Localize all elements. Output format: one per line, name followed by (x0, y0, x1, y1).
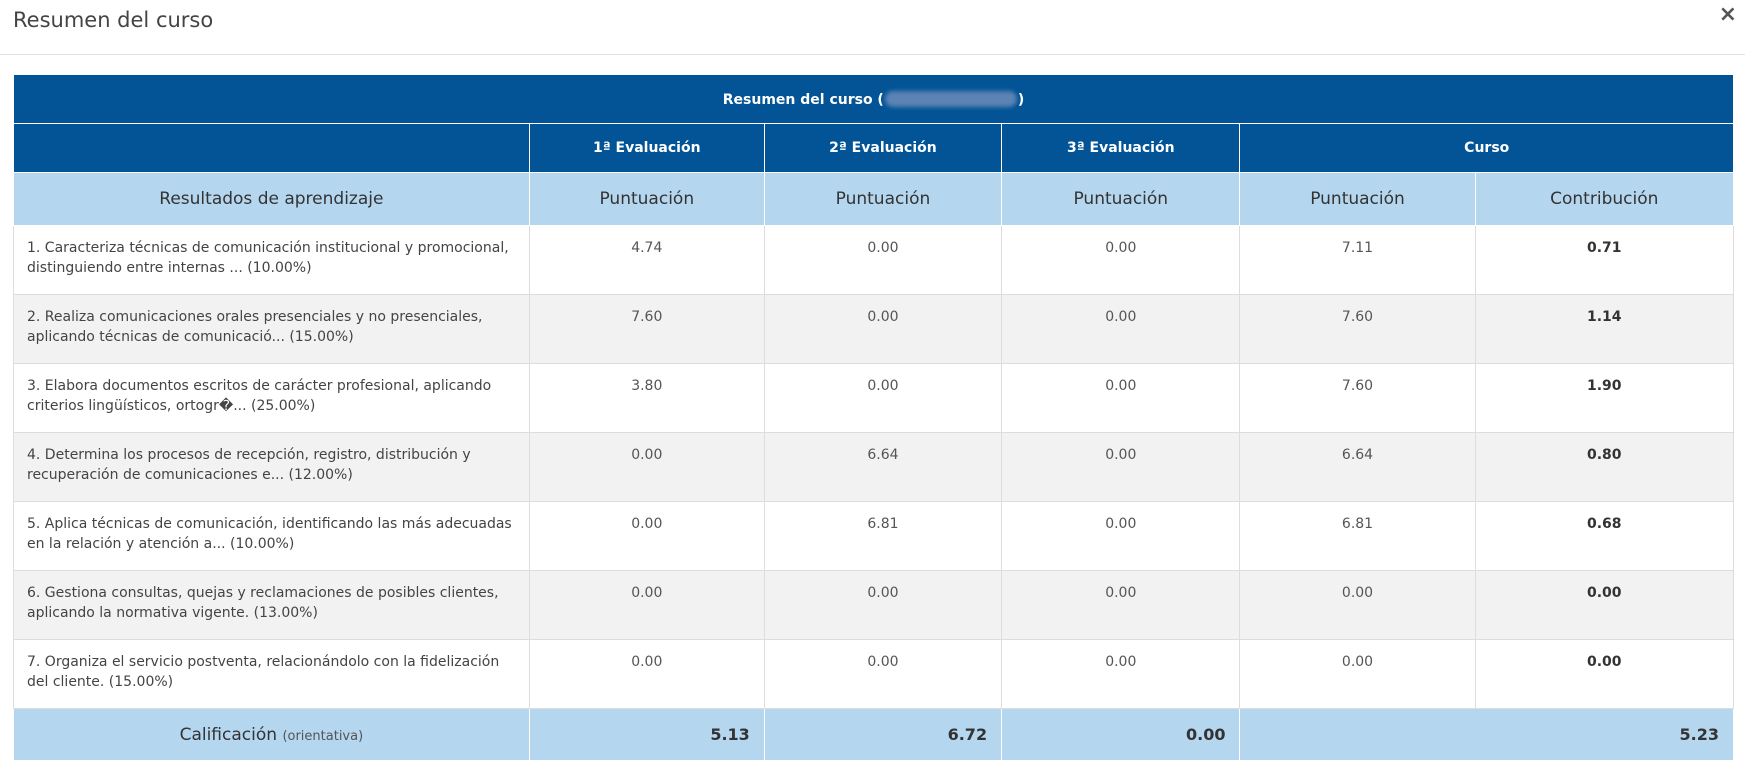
contribution-cell: 1.90 (1474, 363, 1735, 433)
contribution-cell: 0.00 (1474, 639, 1735, 709)
score-eval-1-cell: 0.00 (528, 570, 765, 640)
group-header-eval-1: 1ª Evaluación (528, 123, 765, 173)
score-eval-3-cell: 0.00 (1001, 225, 1241, 295)
grade-eval-1: 5.13 (528, 708, 765, 761)
contribution-cell: 0.00 (1474, 570, 1735, 640)
score-eval-2-cell: 6.81 (763, 501, 1003, 571)
score-course-cell: 7.60 (1239, 363, 1476, 433)
contribution-cell: 0.71 (1474, 225, 1735, 295)
grade-eval-2: 6.72 (763, 708, 1003, 761)
table-row: 4. Determina los procesos de recepción, … (13, 432, 1735, 502)
score-eval-2-cell: 0.00 (763, 639, 1003, 709)
close-icon[interactable]: × (1718, 2, 1737, 27)
contribution-cell: 0.68 (1474, 501, 1735, 571)
score-eval-3-cell: 0.00 (1001, 363, 1241, 433)
table-row: 3. Elabora documentos escritos de caráct… (13, 363, 1735, 433)
column-header-score-eval-3: Puntuación (1001, 172, 1241, 226)
modal-title: Resumen del curso (13, 8, 214, 32)
column-header-contribution: Contribución (1474, 172, 1735, 226)
contribution-cell: 0.80 (1474, 432, 1735, 502)
outcome-cell: 1. Caracteriza técnicas de comunicación … (13, 225, 530, 295)
score-eval-1-cell: 0.00 (528, 501, 765, 571)
score-course-cell: 6.81 (1239, 501, 1476, 571)
table-row: 6. Gestiona consultas, quejas y reclamac… (13, 570, 1735, 640)
column-header-score-eval-1: Puntuación (528, 172, 765, 226)
banner-suffix: ) (1017, 91, 1025, 108)
score-course-cell: 7.11 (1239, 225, 1476, 295)
outcome-cell: 4. Determina los procesos de recepción, … (13, 432, 530, 502)
group-header-eval-3: 3ª Evaluación (1001, 123, 1241, 173)
table-row: 2. Realiza comunicaciones orales presenc… (13, 294, 1735, 364)
score-course-cell: 0.00 (1239, 639, 1476, 709)
outcome-cell: 6. Gestiona consultas, quejas y reclamac… (13, 570, 530, 640)
group-header-empty (13, 123, 530, 173)
score-eval-3-cell: 0.00 (1001, 570, 1241, 640)
score-eval-2-cell: 0.00 (763, 225, 1003, 295)
score-course-cell: 6.64 (1239, 432, 1476, 502)
score-eval-1-cell: 0.00 (528, 639, 765, 709)
score-eval-2-cell: 0.00 (763, 570, 1003, 640)
modal-header: Resumen del curso × (0, 0, 1745, 55)
outcome-cell: 5. Aplica técnicas de comunicación, iden… (13, 501, 530, 571)
score-eval-3-cell: 0.00 (1001, 501, 1241, 571)
redacted-student-name (884, 90, 1017, 107)
column-header-score-eval-2: Puntuación (763, 172, 1003, 226)
group-header-course: Curso (1239, 123, 1734, 173)
score-eval-1-cell: 0.00 (528, 432, 765, 502)
score-eval-1-cell: 7.60 (528, 294, 765, 364)
score-course-cell: 7.60 (1239, 294, 1476, 364)
group-header-eval-2: 2ª Evaluación (763, 123, 1003, 173)
score-course-cell: 0.00 (1239, 570, 1476, 640)
score-eval-3-cell: 0.00 (1001, 294, 1241, 364)
course-summary-table: Resumen del curso () 1ª Evaluación 2ª Ev… (13, 74, 1735, 761)
score-eval-2-cell: 0.00 (763, 294, 1003, 364)
grade-label-cell: Calificación (orientativa) (13, 708, 530, 761)
grade-course: 5.23 (1239, 708, 1734, 761)
grade-eval-3: 0.00 (1001, 708, 1241, 761)
column-header-score-course: Puntuación (1239, 172, 1476, 226)
course-summary-table-wrapper: Resumen del curso () 1ª Evaluación 2ª Ev… (13, 74, 1735, 761)
grade-label: Calificación (179, 724, 278, 745)
table-row: 5. Aplica técnicas de comunicación, iden… (13, 501, 1735, 571)
banner-prefix: Resumen del curso ( (722, 91, 884, 108)
table-banner: Resumen del curso () (13, 74, 1734, 124)
score-eval-1-cell: 3.80 (528, 363, 765, 433)
contribution-cell: 1.14 (1474, 294, 1735, 364)
grade-note: (orientativa) (282, 728, 364, 744)
table-row: 7. Organiza el servicio postventa, relac… (13, 639, 1735, 709)
score-eval-3-cell: 0.00 (1001, 639, 1241, 709)
score-eval-2-cell: 0.00 (763, 363, 1003, 433)
outcome-cell: 3. Elabora documentos escritos de caráct… (13, 363, 530, 433)
score-eval-2-cell: 6.64 (763, 432, 1003, 502)
column-header-outcomes: Resultados de aprendizaje (13, 172, 530, 226)
outcome-cell: 7. Organiza el servicio postventa, relac… (13, 639, 530, 709)
table-row: 1. Caracteriza técnicas de comunicación … (13, 225, 1735, 295)
outcome-cell: 2. Realiza comunicaciones orales presenc… (13, 294, 530, 364)
score-eval-3-cell: 0.00 (1001, 432, 1241, 502)
total-row: Calificación (orientativa) 5.13 6.72 0.0… (13, 708, 1734, 761)
score-eval-1-cell: 4.74 (528, 225, 765, 295)
